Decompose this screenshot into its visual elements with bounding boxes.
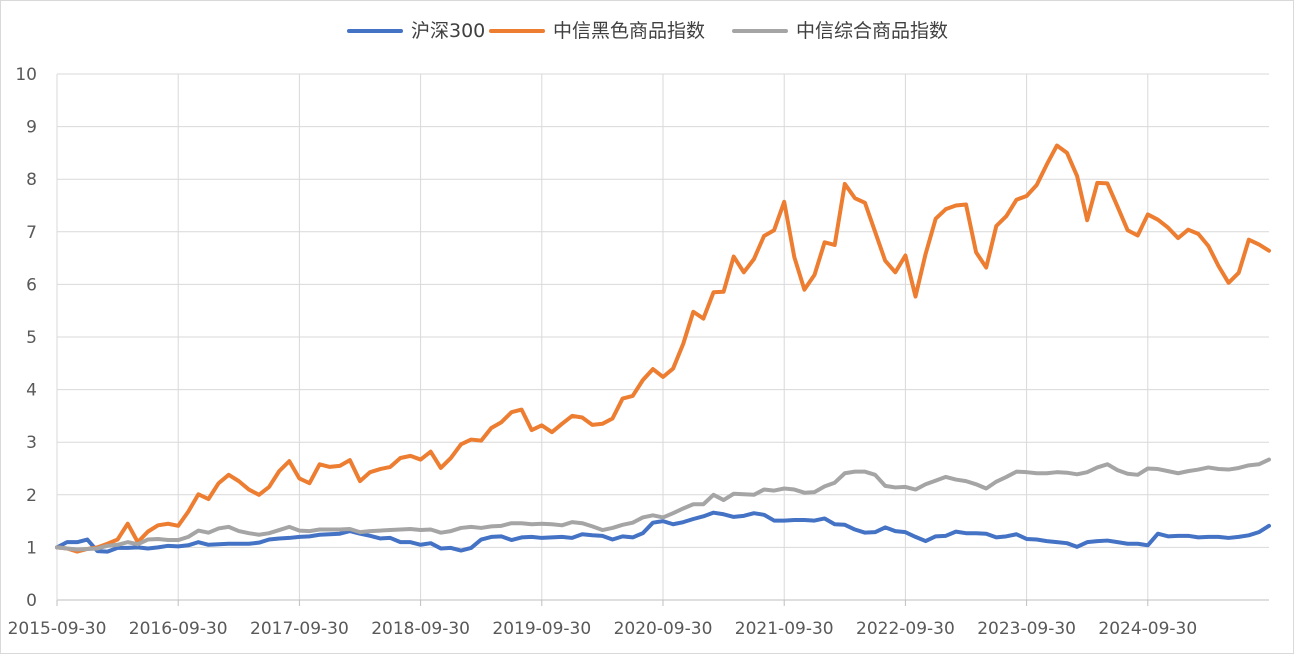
x-tick-label: 2017-09-30	[250, 619, 349, 639]
y-tick-label: 5	[26, 328, 37, 348]
legend-label-1: 沪深300	[411, 20, 485, 42]
x-tick-label: 2023-09-30	[977, 619, 1076, 639]
y-tick-label: 7	[26, 223, 37, 243]
axes: 0 1 2 3 4 5 6 7 8 9 10 2015-09-30 2016-09-30 2017-09-…	[8, 65, 1269, 639]
x-tick-label: 2018-09-30	[371, 619, 470, 639]
y-tick-label: 2	[26, 486, 37, 506]
series-line-3	[55, 457, 1271, 552]
y-tick-label: 4	[26, 381, 37, 401]
y-tick-label: 10	[15, 65, 37, 85]
x-tick-label: 2015-09-30	[8, 619, 107, 639]
legend-label-2: 中信黑色商品指数	[553, 20, 705, 42]
series-line-2	[55, 143, 1271, 554]
gridlines	[57, 73, 1269, 600]
legend-label-3: 中信综合商品指数	[796, 20, 948, 42]
legend: 沪深300 中信黑色商品指数 中信综合商品指数	[347, 20, 948, 42]
x-tick-label: 2021-09-30	[735, 619, 834, 639]
y-tick-label: 0	[26, 591, 37, 611]
y-tick-label: 9	[26, 118, 37, 138]
series-line-1	[55, 510, 1271, 554]
x-tick-label: 2020-09-30	[614, 619, 713, 639]
x-tick-label: 2019-09-30	[492, 619, 591, 639]
y-tick-label: 6	[26, 275, 37, 295]
y-tick-label: 3	[26, 433, 37, 453]
y-tick-label: 8	[26, 170, 37, 190]
x-tick-label: 2024-09-30	[1098, 619, 1197, 639]
x-tick-label: 2016-09-30	[129, 619, 228, 639]
x-tick-label: 2022-09-30	[856, 619, 955, 639]
series-lines	[55, 143, 1271, 554]
y-tick-label: 1	[26, 538, 37, 558]
